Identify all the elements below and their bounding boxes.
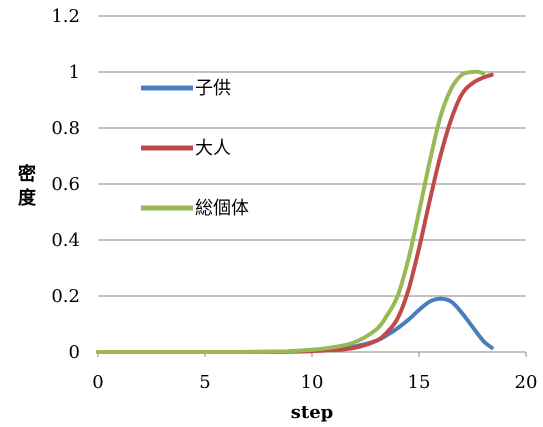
series-line xyxy=(96,72,494,354)
series-line xyxy=(96,69,486,354)
grid-lines xyxy=(98,15,526,297)
y-tick-label: 0 xyxy=(69,342,80,363)
y-axis-title: 密度 xyxy=(18,163,37,209)
x-tick-label: 5 xyxy=(199,372,210,393)
series-line xyxy=(96,296,494,354)
y-tick-label: 0.8 xyxy=(51,118,80,139)
y-tick-label: 0.2 xyxy=(51,286,80,307)
x-tick-label: 0 xyxy=(92,372,103,393)
legend-label: 総個体 xyxy=(195,198,249,219)
x-axis-title: step xyxy=(291,402,334,423)
y-tick-label: 1.2 xyxy=(51,6,80,27)
x-tick-label: 15 xyxy=(408,372,431,393)
x-axis-ticks: 0 5 10 15 20 xyxy=(92,352,537,393)
y-axis-ticks: 0 0.2 0.4 0.6 0.8 1 1.2 xyxy=(51,6,80,363)
legend-label: 大人 xyxy=(195,138,231,159)
legend-label: 子供 xyxy=(195,78,231,99)
x-tick-label: 20 xyxy=(515,372,538,393)
x-tick-label: 10 xyxy=(301,372,324,393)
y-tick-label: 1 xyxy=(69,62,80,83)
y-tick-label: 0.4 xyxy=(51,230,80,251)
y-tick-label: 0.6 xyxy=(51,174,80,195)
series-lines xyxy=(96,69,494,354)
